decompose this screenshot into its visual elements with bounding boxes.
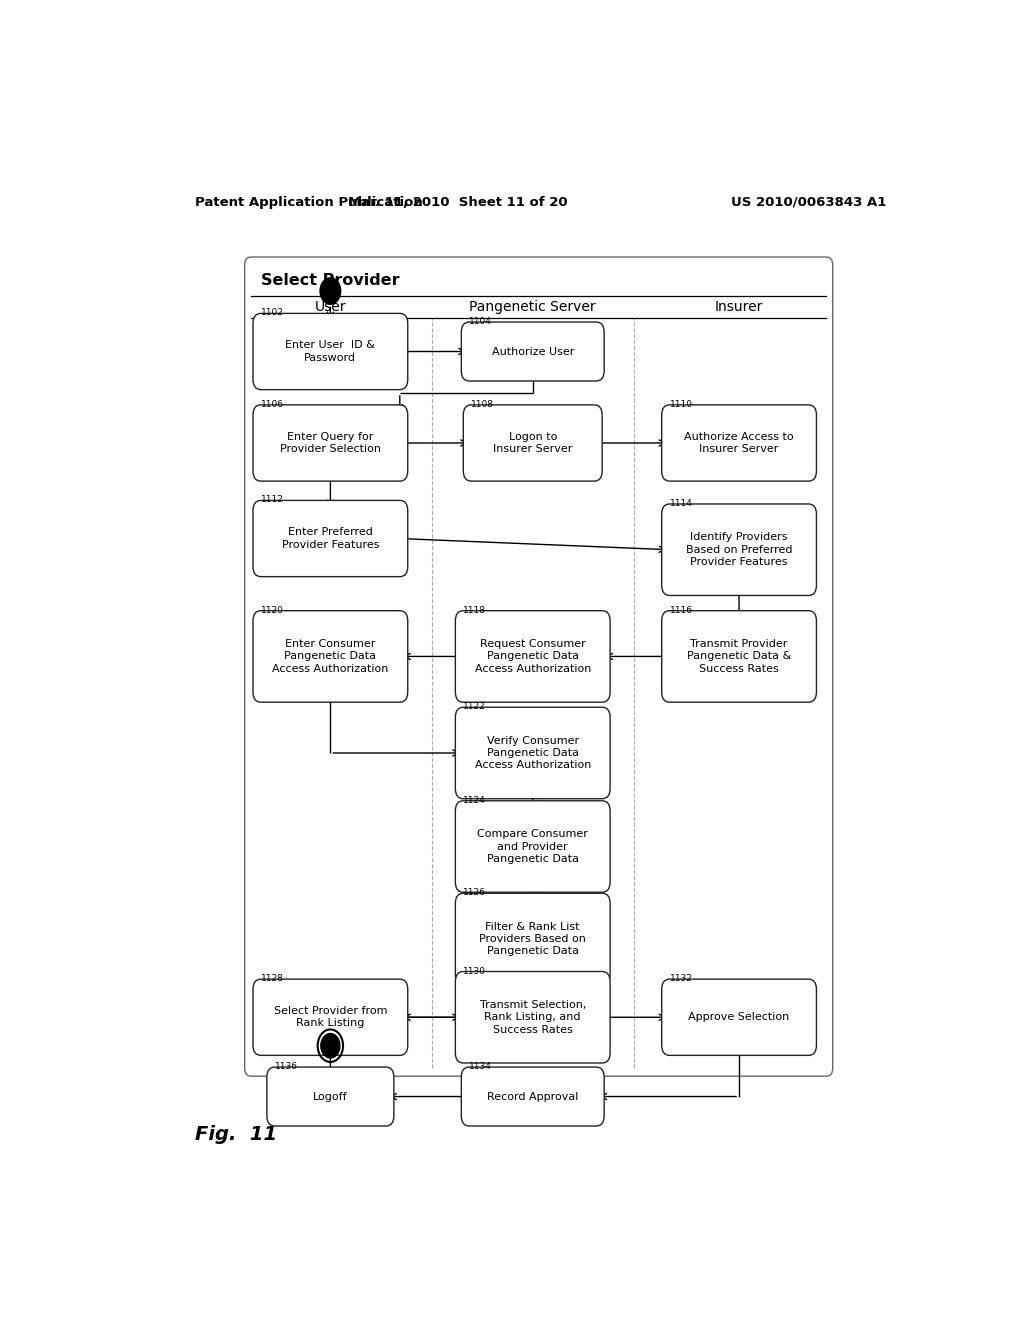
Text: 1114: 1114 bbox=[670, 499, 692, 508]
Text: 1122: 1122 bbox=[463, 702, 486, 711]
FancyBboxPatch shape bbox=[253, 405, 408, 480]
Text: 1136: 1136 bbox=[274, 1063, 298, 1071]
Text: 1120: 1120 bbox=[261, 606, 284, 615]
FancyBboxPatch shape bbox=[461, 1067, 604, 1126]
Text: Pangenetic Server: Pangenetic Server bbox=[469, 300, 596, 314]
Text: Identify Providers
Based on Preferred
Provider Features: Identify Providers Based on Preferred Pr… bbox=[686, 532, 793, 568]
Text: Select Provider from
Rank Listing: Select Provider from Rank Listing bbox=[273, 1006, 387, 1028]
FancyBboxPatch shape bbox=[456, 708, 610, 799]
Circle shape bbox=[321, 1034, 340, 1057]
Text: 1132: 1132 bbox=[670, 974, 692, 983]
FancyBboxPatch shape bbox=[253, 500, 408, 577]
FancyBboxPatch shape bbox=[245, 257, 833, 1076]
Text: Patent Application Publication: Patent Application Publication bbox=[196, 195, 423, 209]
FancyBboxPatch shape bbox=[662, 979, 816, 1056]
Text: Insurer: Insurer bbox=[715, 300, 763, 314]
FancyBboxPatch shape bbox=[461, 322, 604, 381]
Text: 1128: 1128 bbox=[261, 974, 284, 983]
Text: US 2010/0063843 A1: US 2010/0063843 A1 bbox=[731, 195, 887, 209]
Text: Enter Preferred
Provider Features: Enter Preferred Provider Features bbox=[282, 527, 379, 549]
FancyBboxPatch shape bbox=[253, 979, 408, 1056]
Text: Fig.  11: Fig. 11 bbox=[196, 1125, 278, 1143]
Text: 1118: 1118 bbox=[463, 606, 486, 615]
Text: Request Consumer
Pangenetic Data
Access Authorization: Request Consumer Pangenetic Data Access … bbox=[474, 639, 591, 673]
Text: Authorize User: Authorize User bbox=[492, 347, 573, 356]
Text: Authorize Access to
Insurer Server: Authorize Access to Insurer Server bbox=[684, 432, 794, 454]
Text: 1102: 1102 bbox=[261, 309, 284, 318]
Text: Verify Consumer
Pangenetic Data
Access Authorization: Verify Consumer Pangenetic Data Access A… bbox=[474, 735, 591, 771]
Text: Logoff: Logoff bbox=[313, 1092, 348, 1101]
FancyBboxPatch shape bbox=[267, 1067, 394, 1126]
Text: 1112: 1112 bbox=[261, 495, 284, 504]
Text: Mar. 11, 2010  Sheet 11 of 20: Mar. 11, 2010 Sheet 11 of 20 bbox=[347, 195, 567, 209]
Circle shape bbox=[321, 277, 341, 304]
FancyBboxPatch shape bbox=[662, 405, 816, 480]
FancyBboxPatch shape bbox=[456, 972, 610, 1063]
Text: 1134: 1134 bbox=[469, 1063, 493, 1071]
Text: Approve Selection: Approve Selection bbox=[688, 1012, 790, 1022]
Text: Filter & Rank List
Providers Based on
Pangenetic Data: Filter & Rank List Providers Based on Pa… bbox=[479, 921, 586, 957]
FancyBboxPatch shape bbox=[253, 611, 408, 702]
Text: Select Provider: Select Provider bbox=[260, 273, 399, 288]
Text: Transmit Provider
Pangenetic Data &
Success Rates: Transmit Provider Pangenetic Data & Succ… bbox=[687, 639, 792, 673]
FancyBboxPatch shape bbox=[253, 313, 408, 389]
Text: Enter User  ID &
Password: Enter User ID & Password bbox=[286, 341, 376, 363]
Text: Logon to
Insurer Server: Logon to Insurer Server bbox=[493, 432, 572, 454]
Text: Compare Consumer
and Provider
Pangenetic Data: Compare Consumer and Provider Pangenetic… bbox=[477, 829, 588, 863]
Text: Enter Query for
Provider Selection: Enter Query for Provider Selection bbox=[280, 432, 381, 454]
FancyBboxPatch shape bbox=[662, 504, 816, 595]
FancyBboxPatch shape bbox=[463, 405, 602, 480]
Text: 1130: 1130 bbox=[463, 966, 486, 975]
Text: 1126: 1126 bbox=[463, 888, 486, 898]
Text: 1110: 1110 bbox=[670, 400, 692, 409]
Text: 1124: 1124 bbox=[463, 796, 486, 805]
Text: 1104: 1104 bbox=[469, 317, 493, 326]
FancyBboxPatch shape bbox=[456, 894, 610, 985]
Text: User: User bbox=[314, 300, 346, 314]
Text: 1106: 1106 bbox=[261, 400, 284, 409]
FancyBboxPatch shape bbox=[456, 611, 610, 702]
FancyBboxPatch shape bbox=[456, 801, 610, 892]
Text: Transmit Selection,
Rank Listing, and
Success Rates: Transmit Selection, Rank Listing, and Su… bbox=[479, 999, 586, 1035]
Text: 1108: 1108 bbox=[471, 400, 495, 409]
Text: Enter Consumer
Pangenetic Data
Access Authorization: Enter Consumer Pangenetic Data Access Au… bbox=[272, 639, 388, 673]
FancyBboxPatch shape bbox=[662, 611, 816, 702]
Text: Record Approval: Record Approval bbox=[487, 1092, 579, 1101]
Text: 1116: 1116 bbox=[670, 606, 692, 615]
